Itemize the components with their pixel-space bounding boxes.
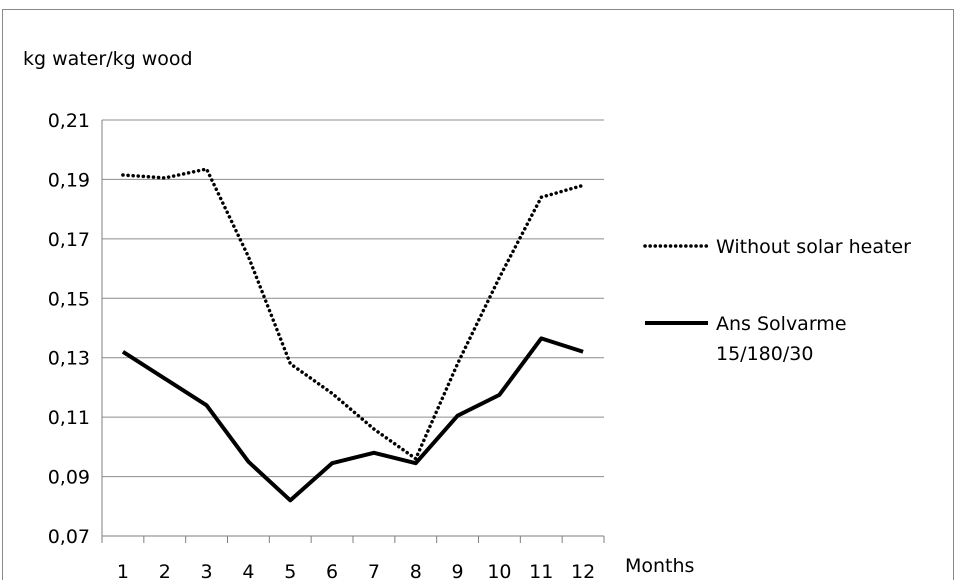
x-axis-title: Months [625,555,694,577]
legend: Without solar heater Ans Solvarme 15/180/3… [643,236,911,365]
x-tick-label: 3 [201,561,213,580]
x-tick-label: 5 [284,561,296,580]
x-tick-label: 10 [487,561,511,580]
x-tick-label: 7 [368,561,380,580]
series-line-1 [121,336,584,503]
y-tick-label: 0,19 [48,169,90,191]
x-tick-label: 6 [326,561,338,580]
x-tick-label: 9 [452,561,464,580]
chart-frame [2,9,954,580]
y-tick-label: 0,13 [48,348,90,370]
series-line-0 [121,167,585,461]
x-tick-label: 8 [410,561,422,580]
y-tick-label: 0,17 [48,229,90,251]
x-tick-label: 11 [529,561,553,580]
legend-label-0: Without solar heater [716,236,911,258]
x-tick-labels: 1 2 3 4 5 6 7 8 9 10 11 12 [117,561,595,580]
y-axis-title: kg water/kg wood [23,48,193,70]
x-tick-label: 12 [571,561,595,580]
x-tick-label: 1 [117,561,129,580]
y-tick-labels: 0,07 0,09 0,11 0,13 0,15 0,17 0,19 0,21 [48,110,90,548]
y-tick-label: 0,09 [48,467,90,489]
y-tick-label: 0,07 [48,526,90,548]
gridlines [102,119,604,478]
x-tick-label: 2 [159,561,171,580]
series-lines [121,167,585,503]
x-tick-label: 4 [242,561,254,580]
y-tick-label: 0,21 [48,110,90,132]
y-tick-label: 0,15 [48,288,90,310]
x-tick-marks [101,536,605,543]
y-tick-label: 0,11 [48,407,90,429]
legend-label-1: Ans Solvarme 15/180/30 [716,313,847,365]
